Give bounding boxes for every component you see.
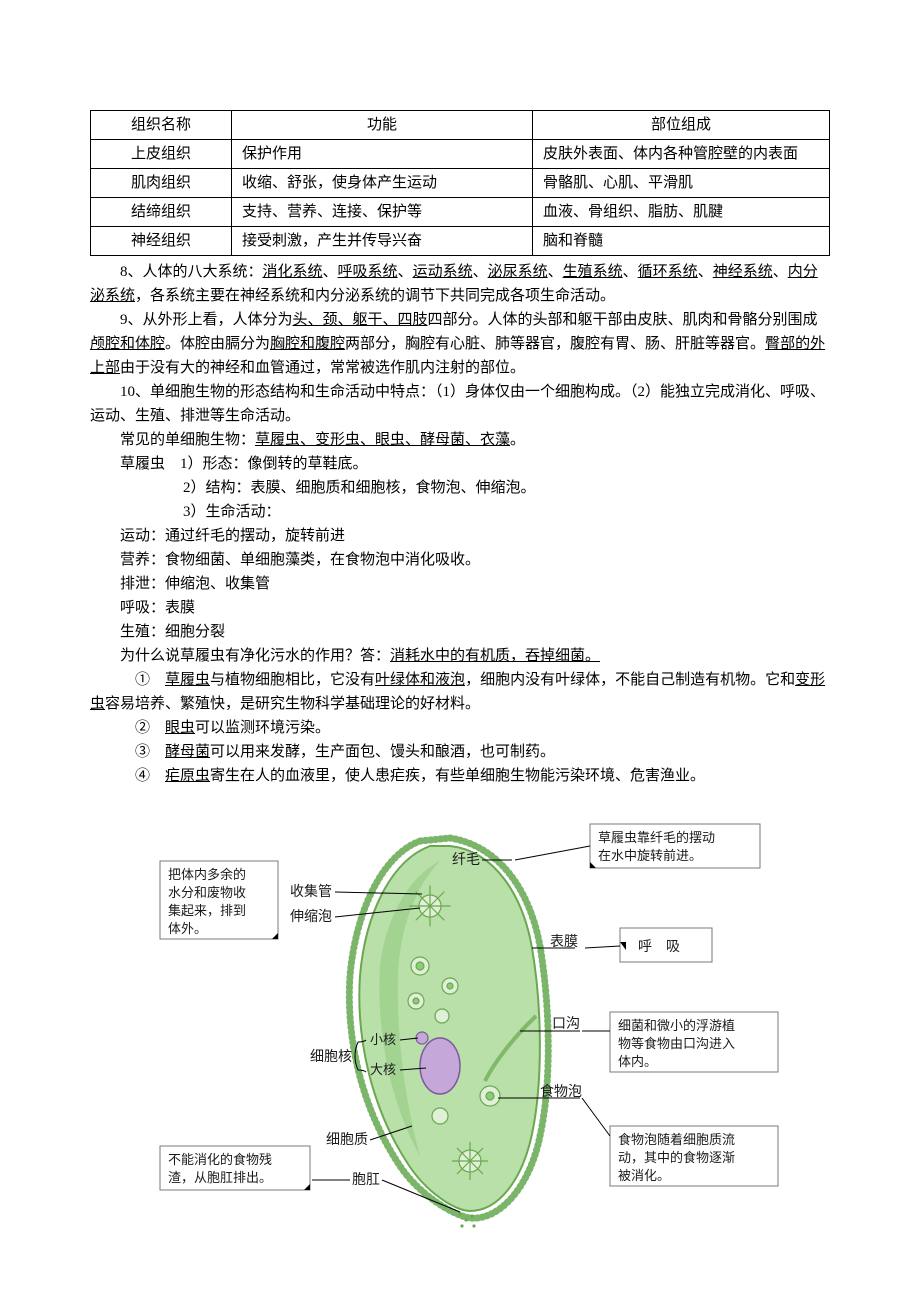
text: 呼 吸 [638,939,680,955]
label-oral: 口沟 [552,1016,580,1032]
text: 被消化。 [618,1168,670,1183]
cell: 上皮组织 [91,140,232,169]
text: 8、人体的八大系统： [120,264,263,280]
label-cytoplasm: 细胞质 [326,1132,368,1148]
note-2: ② 眼虫可以监测环境污染。 [90,716,830,740]
label-food-vacuole: 食物泡 [540,1083,582,1100]
para-reproduction: 生殖：细胞分裂 [90,620,830,644]
contractile-vacuole-top [410,886,450,926]
text: 把体内多余的 [168,867,246,882]
label-cilia: 纤毛 [452,852,480,868]
system: 运动系统 [413,264,473,280]
cell: 保护作用 [232,140,533,169]
col-func: 功能 [232,111,533,140]
text: 体内。 [618,1054,657,1069]
text: 物等食物由口沟进入 [618,1036,735,1051]
para-struct: 2）结构：表膜、细胞质和细胞核，食物泡、伸缩泡。 [90,476,830,500]
system: 循环系统 [638,264,698,280]
para-motion: 运动：通过纤毛的摆动，旋转前进 [90,524,830,548]
table-row: 肌肉组织 收缩、舒张，使身体产生运动 骨骼肌、心肌、平滑肌 [91,169,830,198]
cell: 肌肉组织 [91,169,232,198]
system: 泌尿系统 [488,264,548,280]
para-nutrition: 营养：食物细菌、单细胞藻类，在食物泡中消化吸收。 [90,548,830,572]
macronucleus [420,1038,460,1094]
table-row: 上皮组织 保护作用 皮肤外表面、体内各种管腔壁的内表面 [91,140,830,169]
text: 渣，从胞肛排出。 [168,1170,272,1185]
table-row: 神经组织 接受刺激，产生并传导兴奋 脑和脊髓 [91,227,830,256]
para-question: 为什么说草履虫有净化污水的作用？答：消耗水中的有机质，吞掉细菌。 [90,644,830,668]
col-name: 组织名称 [91,111,232,140]
text: 食物泡随着细胞质流 [618,1132,735,1147]
cell: 接受刺激，产生并传导兴奋 [232,227,533,256]
para-respiration: 呼吸：表膜 [90,596,830,620]
system: 消化系统 [263,264,323,280]
text: 细菌和微小的浮游植 [618,1018,735,1033]
note-4: ④ 疟原虫寄生在人的血液里，使人患疟疾，有些单细胞生物能污染环境、危害渔业。 [90,764,830,788]
table-row: 结缔组织 支持、营养、连接、保护等 血液、骨组织、脂肪、肌腱 [91,198,830,227]
cell: 脑和脊髓 [533,227,830,256]
label-collect: 收集管 [290,883,332,900]
system: 生殖系统 [563,264,623,280]
label-membrane: 表膜 [550,934,578,950]
cell: 支持、营养、连接、保护等 [232,198,533,227]
para-8: 8、人体的八大系统：消化系统、呼吸系统、运动系统、泌尿系统、生殖系统、循环系统、… [90,260,830,308]
note-1: ① 草履虫与植物细胞相比，它没有叶绿体和液泡，细胞内没有叶绿体，不能自己制造有机… [90,668,830,716]
text: 在水中旋转前进。 [598,848,702,863]
text: 集起来，排到 [168,903,246,918]
text: ，各系统主要在神经系统和内分泌系统的调节下共同完成各项生命活动。 [135,288,615,304]
tissue-table: 组织名称 功能 部位组成 上皮组织 保护作用 皮肤外表面、体内各种管腔壁的内表面… [90,110,830,256]
para-shape: 草履虫 1）形态：像倒转的草鞋底。 [90,452,830,476]
label-anus: 胞肛 [352,1172,380,1188]
text: 不能消化的食物残 [168,1152,272,1167]
para-10: 10、单细胞生物的形态结构和生命活动中特点：（1）身体仅由一个细胞构成。（2）能… [90,380,830,428]
para-life: 3）生命活动： [90,500,830,524]
text: 草履虫靠纤毛的摆动 [598,830,715,845]
system: 呼吸系统 [338,264,398,280]
paramecium-diagram: 把体内多余的 水分和废物收 集起来，排到 体外。 收集管 伸缩泡 纤毛 草履虫靠… [120,806,800,1236]
system: 神经系统 [713,264,773,280]
label-micronucleus: 小核 [370,1032,396,1047]
para-9: 9、从外形上看，人体分为头、颈、躯干、四肢四部分。人体的头部和躯干部由皮肤、肌肉… [90,308,830,380]
cell: 骨骼肌、心肌、平滑肌 [533,169,830,198]
para-common: 常见的单细胞生物：草履虫、变形虫、眼虫、酵母菌、衣藻。 [90,428,830,452]
text: 体外。 [168,921,207,936]
col-loc: 部位组成 [533,111,830,140]
contractile-vacuole-bottom [452,1142,488,1180]
cell: 收缩、舒张，使身体产生运动 [232,169,533,198]
text: 水分和废物收 [168,885,246,900]
note-3: ③ 酵母菌可以用来发酵，生产面包、馒头和酿酒，也可制药。 [90,740,830,764]
cell: 皮肤外表面、体内各种管腔壁的内表面 [533,140,830,169]
cell: 结缔组织 [91,198,232,227]
label-nucleus: 细胞核 [310,1049,352,1065]
cell: 血液、骨组织、脂肪、肌腱 [533,198,830,227]
label-macronucleus: 大核 [370,1062,396,1077]
cell: 神经组织 [91,227,232,256]
text: 动，其中的食物逐渐 [618,1150,735,1165]
para-excretion: 排泄：伸缩泡、收集管 [90,572,830,596]
label-contract: 伸缩泡 [290,909,332,925]
